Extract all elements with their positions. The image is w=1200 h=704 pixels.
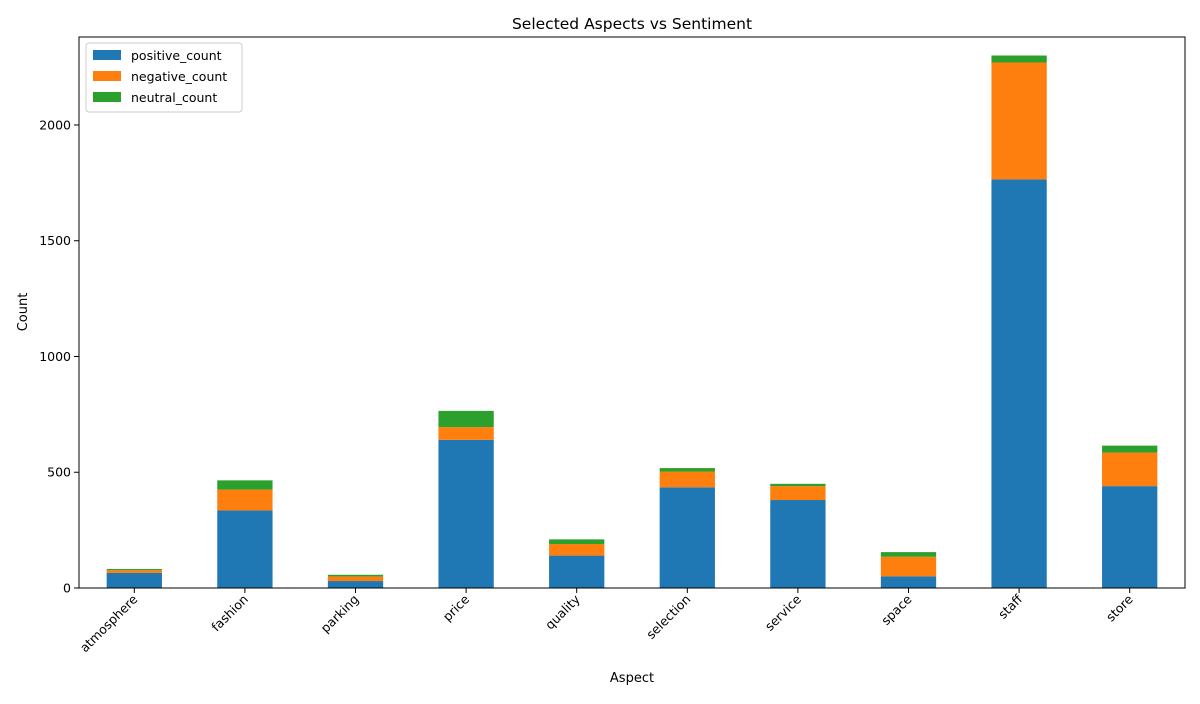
y-tick-label: 2000 xyxy=(39,117,71,132)
bar-positive_count-staff xyxy=(991,179,1047,588)
y-tick-label: 1500 xyxy=(39,233,71,248)
legend-label-positive_count: positive_count xyxy=(131,48,222,63)
bar-neutral_count-store xyxy=(1102,445,1158,453)
bar-positive_count-price xyxy=(438,439,494,588)
bar-negative_count-staff xyxy=(991,62,1047,180)
y-tick-label: 1000 xyxy=(39,349,71,364)
bar-neutral_count-staff xyxy=(991,55,1047,63)
bar-positive_count-service xyxy=(770,500,826,588)
legend-swatch-negative_count xyxy=(93,71,121,81)
legend-label-neutral_count: neutral_count xyxy=(131,90,217,105)
y-axis-label: Count xyxy=(16,293,31,332)
bar-positive_count-atmosphere xyxy=(106,572,162,588)
bar-negative_count-price xyxy=(438,427,494,440)
bar-negative_count-store xyxy=(1102,452,1158,487)
bar-positive_count-store xyxy=(1102,486,1158,588)
bar-neutral_count-atmosphere xyxy=(106,569,162,571)
bar-positive_count-parking xyxy=(327,581,384,588)
bar-neutral_count-price xyxy=(438,410,494,428)
chart-title: Selected Aspects vs Sentiment xyxy=(512,15,752,33)
bar-neutral_count-space xyxy=(880,552,937,557)
bar-negative_count-atmosphere xyxy=(106,570,162,573)
y-tick-label: 500 xyxy=(47,465,71,480)
bar-negative_count-quality xyxy=(549,544,605,556)
bar-neutral_count-parking xyxy=(327,574,384,577)
bar-negative_count-service xyxy=(770,486,826,501)
bar-neutral_count-selection xyxy=(659,468,715,472)
legend-label-negative_count: negative_count xyxy=(131,69,227,84)
bars-layer xyxy=(106,55,1158,588)
bar-positive_count-fashion xyxy=(217,510,273,588)
bar-neutral_count-service xyxy=(770,483,826,487)
bar-negative_count-fashion xyxy=(217,489,273,511)
bar-negative_count-selection xyxy=(659,471,715,488)
bar-neutral_count-fashion xyxy=(217,480,273,490)
bar-positive_count-quality xyxy=(549,555,605,588)
legend-swatch-neutral_count xyxy=(93,92,121,102)
y-tick-label: 0 xyxy=(63,581,71,596)
plot-frame xyxy=(78,36,1186,589)
bar-negative_count-parking xyxy=(327,576,384,582)
legend: positive_count negative_count neutral_coun… xyxy=(85,42,243,113)
bar-neutral_count-quality xyxy=(549,539,605,545)
bar-negative_count-space xyxy=(880,556,937,577)
bar-positive_count-space xyxy=(880,576,937,588)
y-axis: 0 500 1000 1500 2000 xyxy=(39,117,79,596)
legend-swatch-positive_count xyxy=(93,50,121,60)
bar-positive_count-selection xyxy=(659,487,715,588)
x-axis-label: Aspect xyxy=(610,671,654,686)
legend-box xyxy=(85,42,243,113)
